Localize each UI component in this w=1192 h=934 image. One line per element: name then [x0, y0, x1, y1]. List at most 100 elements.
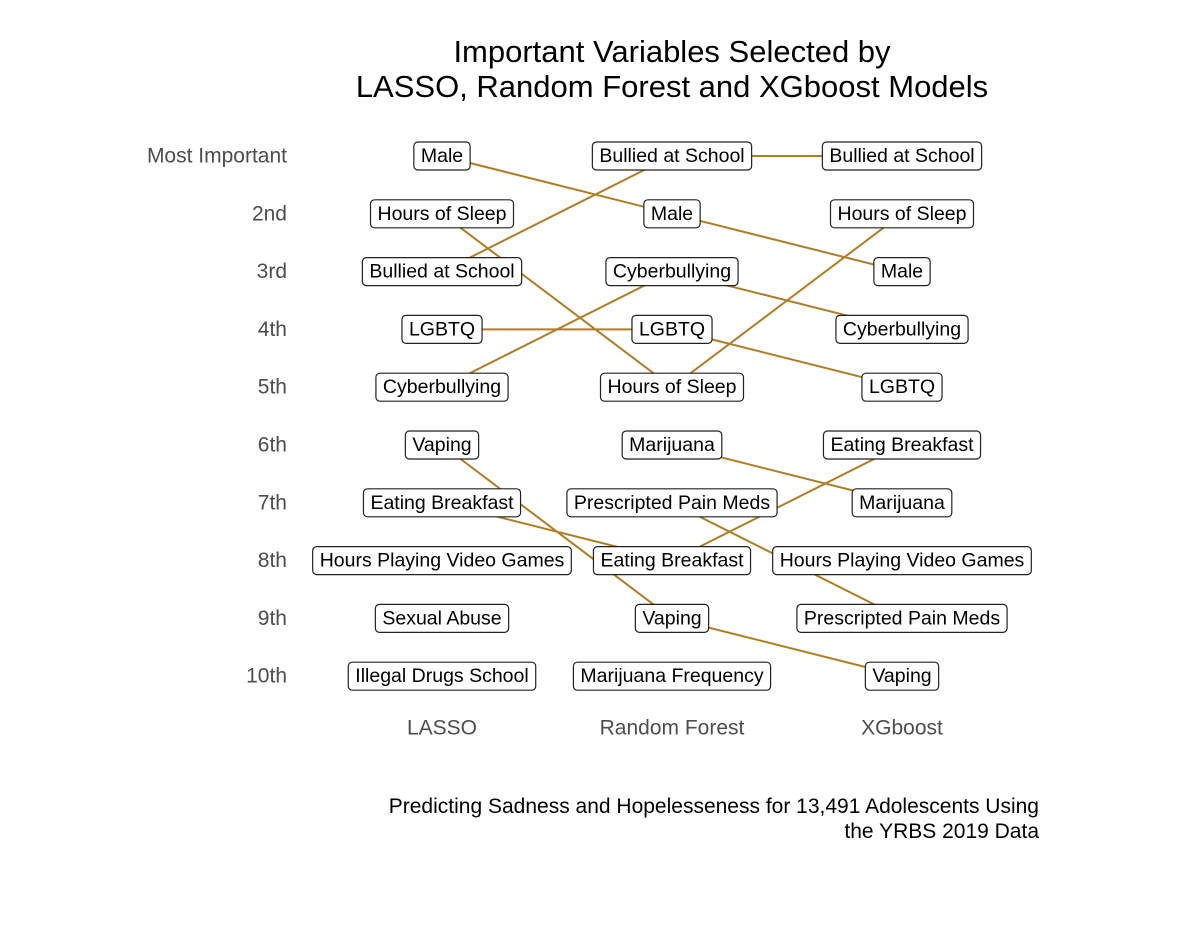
variable-box [312, 545, 572, 576]
variable-name: Hours of Sleep [378, 203, 507, 225]
variable-label-box: Illegal Drugs School [347, 661, 537, 691]
variable-name: Eating Breakfast [830, 434, 974, 456]
variable-name: Marijuana [629, 434, 715, 456]
rank-axis: Most Important 2nd 3rd 4th 5th 6th 7th 8th 9th 10… [147, 145, 287, 688]
variable-box [851, 488, 953, 518]
variable-box [821, 141, 983, 171]
variable-label-box: Bullied at School [821, 141, 983, 171]
variable-box [634, 603, 710, 634]
variable-label-box: Bullied at School [591, 141, 753, 171]
variable-box [631, 314, 713, 344]
variable-label-box: Marijuana [621, 430, 723, 460]
variable-name: Cyberbullying [613, 261, 731, 283]
variable-label-box: Hours of Sleep [369, 199, 515, 229]
variable-name: Bullied at School [369, 261, 514, 283]
variable-label-box: Eating Breakfast [822, 430, 982, 460]
variable-label-box: LGBTQ [401, 314, 483, 344]
connector-line [671, 617, 903, 678]
variable-box [413, 141, 471, 171]
variable-label-box: Sexual Abuse [374, 603, 510, 634]
variable-name: Marijuana Frequency [580, 665, 763, 687]
variable-name: Male [881, 261, 923, 283]
variable-label-box: Eating Breakfast [362, 488, 522, 518]
variable-label-box: Marijuana Frequency [572, 661, 772, 691]
variable-label-box: Male [643, 199, 701, 229]
variable-name: Cyberbullying [843, 318, 961, 340]
variable-label-box: Hours Playing Video Games [772, 545, 1032, 576]
chart-title-line: Important Variables Selected by [453, 34, 891, 69]
rank-tick-label: 2nd [252, 202, 287, 225]
rank-tick-label: 7th [258, 491, 287, 514]
variable-label-box: LGBTQ [631, 314, 713, 344]
variable-box [374, 603, 510, 634]
chart-caption-line: the YRBS 2019 Data [844, 820, 1039, 843]
variable-label-box: Eating Breakfast [592, 545, 752, 576]
variable-name: Hours of Sleep [608, 376, 737, 398]
variable-label-box: LGBTQ [861, 372, 943, 402]
variable-label-box: Bullied at School [361, 257, 523, 287]
variable-label-box: Cyberbullying [375, 372, 509, 402]
connector-line [441, 155, 673, 215]
variable-box [375, 372, 509, 402]
variable-label-box: Prescripted Pain Meds [566, 488, 778, 518]
variable-name: Sexual Abuse [382, 607, 501, 629]
variable-name: Prescripted Pain Meds [804, 607, 1000, 629]
variable-box [347, 661, 537, 691]
variable-label-box: Male [873, 257, 931, 287]
variable-name: Illegal Drugs School [355, 665, 528, 687]
variable-box [591, 141, 753, 171]
variable-box [599, 372, 745, 402]
variable-name: LGBTQ [639, 318, 705, 340]
variable-label-box: Vaping [404, 430, 480, 460]
variable-box [796, 603, 1008, 634]
variable-box [621, 430, 723, 460]
variable-name: Vaping [412, 434, 471, 456]
chart-title-line: LASSO, Random Forest and XGboost Models [356, 69, 988, 104]
variable-name: Cyberbullying [383, 376, 501, 398]
connector-line [441, 270, 673, 389]
variable-label-box: Vaping [634, 603, 710, 634]
model-tick-label: Random Forest [600, 717, 745, 740]
rank-tick-label: 5th [258, 376, 287, 399]
variable-name: Marijuana [859, 492, 945, 514]
chart-caption: Predicting Sadness and Hopelesseness for… [389, 795, 1040, 843]
chart-caption-line: Predicting Sadness and Hopelesseness for… [389, 795, 1039, 818]
rank-tick-label: 9th [258, 607, 287, 630]
variable-box [361, 257, 523, 287]
rank-connector-lines [441, 155, 903, 678]
variable-name: Bullied at School [829, 145, 974, 167]
variable-label-box: Vaping [864, 661, 940, 691]
variable-box [605, 257, 739, 287]
variable-box [822, 430, 982, 460]
variable-box [369, 199, 515, 229]
model-axis: LASSO Random Forest XGboost [407, 717, 943, 740]
variable-label-box: Cyberbullying [605, 257, 739, 287]
variable-name: Prescripted Pain Meds [574, 492, 770, 514]
variable-name: Vaping [872, 665, 931, 687]
variable-label-box: Male [413, 141, 471, 171]
variable-label-box: Prescripted Pain Meds [796, 603, 1008, 634]
rank-tick-label: 3rd [257, 260, 287, 283]
variable-box [566, 488, 778, 518]
variable-box [362, 488, 522, 518]
variable-labels: Male Hours of Sleep Bullied at School LGBTQ… [312, 141, 1032, 691]
variable-box [829, 199, 975, 229]
variable-name: Hours of Sleep [838, 203, 967, 225]
variable-label-box: Hours of Sleep [829, 199, 975, 229]
variable-name: Eating Breakfast [600, 550, 744, 572]
variable-name: Hours Playing Video Games [320, 550, 565, 572]
variable-name: Male [421, 145, 463, 167]
variable-label-box: Cyberbullying [835, 314, 969, 344]
connector-line [441, 155, 673, 273]
variable-name: Male [651, 203, 693, 225]
variable-box [772, 545, 1032, 576]
variable-box [592, 545, 752, 576]
variable-label-box: Hours of Sleep [599, 372, 745, 402]
variable-name: Eating Breakfast [370, 492, 514, 514]
variable-box [572, 661, 772, 691]
model-tick-label: LASSO [407, 717, 477, 740]
variable-box [404, 430, 480, 460]
variable-name: Bullied at School [599, 145, 744, 167]
